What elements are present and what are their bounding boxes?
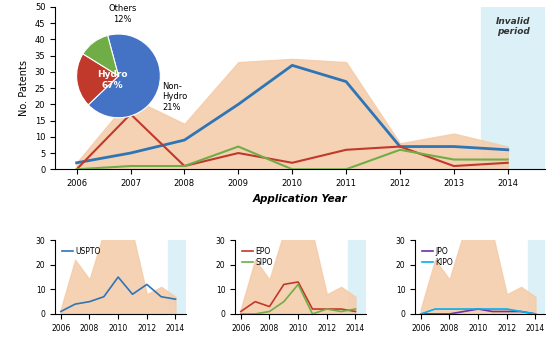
SIPO — [323, 307, 330, 311]
SIPO — [352, 307, 359, 311]
Bar — [481, 7, 545, 169]
JPO — [489, 309, 496, 314]
SIPO — [252, 312, 258, 316]
JPO — [532, 312, 539, 316]
USPTO — [143, 282, 150, 286]
Wedge shape — [77, 54, 118, 105]
KIPO — [489, 307, 496, 311]
KIPO — [432, 307, 439, 311]
Bar — [528, 240, 545, 314]
USPTO — [72, 302, 78, 306]
Text: Others
12%: Others 12% — [109, 4, 137, 23]
KIPO — [418, 312, 424, 316]
JPO — [504, 309, 510, 314]
SIPO — [237, 312, 244, 316]
Line: KIPO: KIPO — [421, 309, 536, 314]
Legend: EPO, SIPO: EPO, SIPO — [239, 244, 276, 269]
KIPO — [532, 312, 539, 316]
USPTO — [57, 309, 64, 314]
Line: USPTO: USPTO — [61, 277, 175, 312]
USPTO — [100, 295, 107, 299]
JPO — [461, 309, 467, 314]
EPO — [295, 280, 301, 284]
USPTO — [86, 299, 93, 304]
KIPO — [518, 309, 525, 314]
X-axis label: Application Year: Application Year — [253, 194, 348, 204]
USPTO — [172, 297, 179, 301]
JPO — [446, 312, 453, 316]
Line: EPO: EPO — [241, 282, 355, 312]
KIPO — [475, 307, 482, 311]
EPO — [338, 307, 344, 311]
Bar — [168, 240, 186, 314]
Text: Hydro
67%: Hydro 67% — [97, 70, 127, 90]
Legend: USPTO: USPTO — [59, 244, 104, 259]
Y-axis label: No. Patents: No. Patents — [19, 60, 29, 116]
SIPO — [338, 309, 344, 314]
KIPO — [504, 307, 510, 311]
EPO — [237, 309, 244, 314]
KIPO — [461, 307, 467, 311]
USPTO — [115, 275, 121, 279]
EPO — [352, 309, 359, 314]
SIPO — [309, 312, 316, 316]
KIPO — [446, 307, 453, 311]
Wedge shape — [83, 36, 118, 76]
JPO — [432, 312, 439, 316]
SIPO — [295, 282, 301, 286]
EPO — [323, 307, 330, 311]
EPO — [280, 282, 287, 286]
SIPO — [280, 299, 287, 304]
JPO — [418, 312, 424, 316]
Bar — [348, 240, 365, 314]
EPO — [309, 307, 316, 311]
Line: JPO: JPO — [421, 309, 536, 314]
EPO — [266, 305, 273, 309]
JPO — [475, 307, 482, 311]
EPO — [252, 299, 258, 304]
USPTO — [129, 292, 136, 296]
JPO — [518, 309, 525, 314]
SIPO — [266, 309, 273, 314]
Text: Invalid
period: Invalid period — [496, 17, 531, 36]
USPTO — [158, 295, 164, 299]
Legend: JPO, KIPO: JPO, KIPO — [419, 244, 456, 269]
Line: SIPO: SIPO — [241, 284, 355, 314]
Text: Non-
Hydro
21%: Non- Hydro 21% — [163, 82, 188, 112]
Wedge shape — [88, 34, 160, 118]
